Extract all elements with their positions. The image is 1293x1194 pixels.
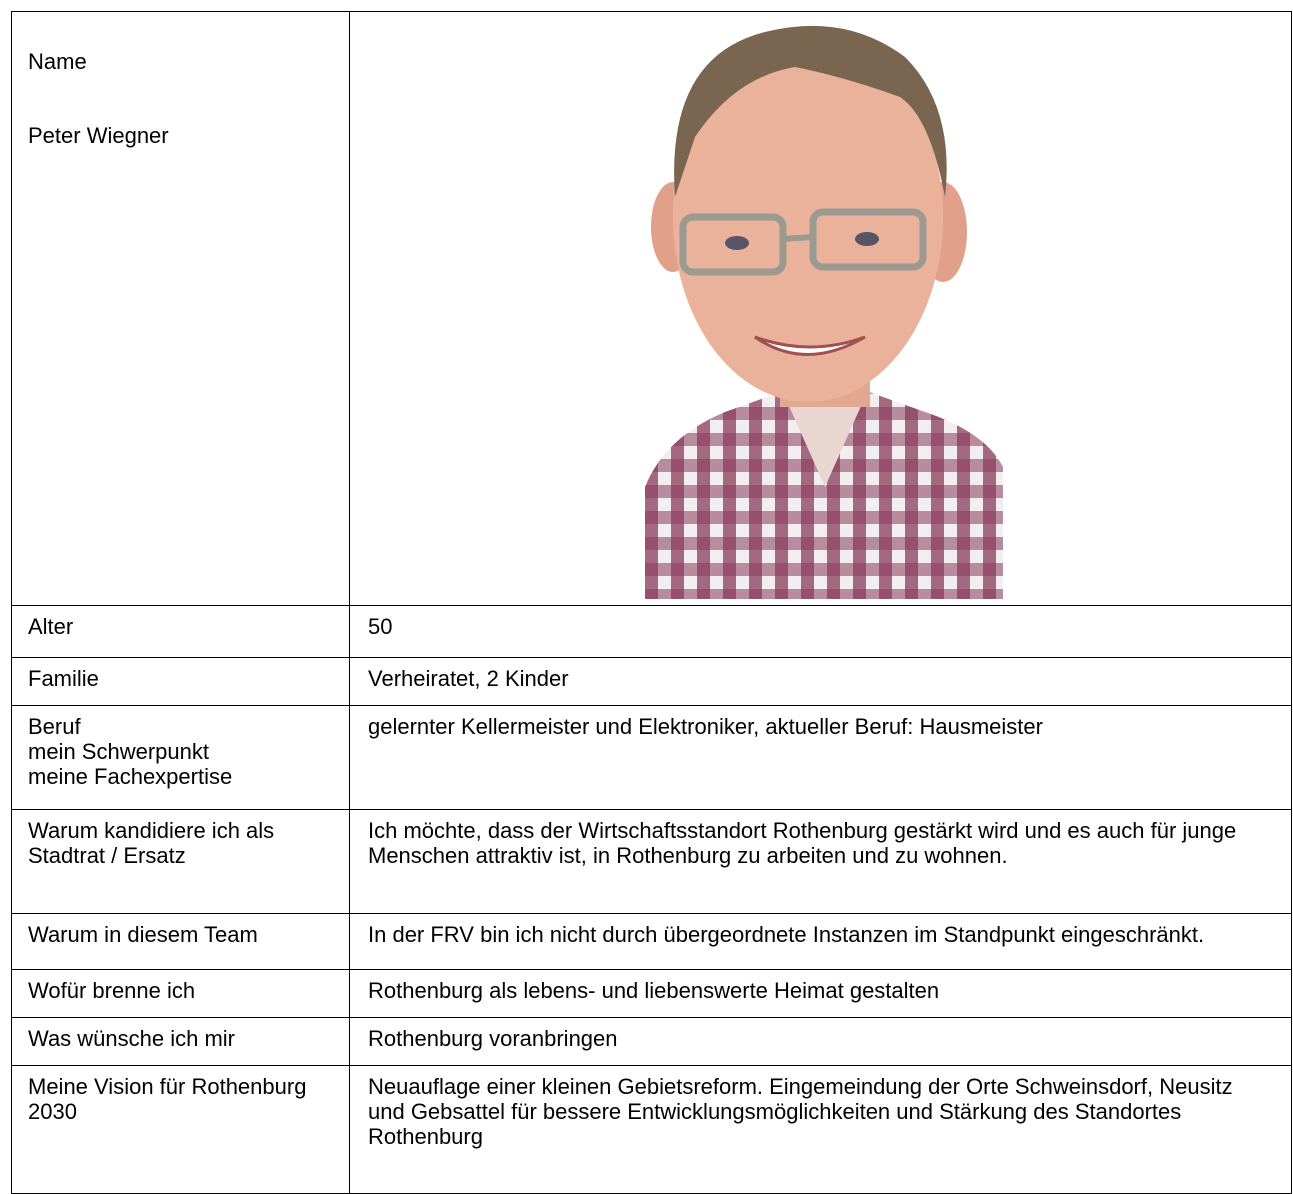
row-value: Verheiratet, 2 Kinder: [349, 657, 1292, 706]
table-row: Meine Vision für Rothenburg 2030 Neuaufla…: [11, 1065, 1292, 1194]
row-value: Rothenburg als lebens- und liebenswerte …: [349, 969, 1292, 1018]
row-label: Warum in diesem Team: [11, 913, 350, 970]
table-row: Familie Verheiratet, 2 Kinder: [11, 657, 1292, 706]
row-label: Warum kandidiere ich als Stadtrat / Ersa…: [11, 809, 350, 914]
row-value: gelernter Kellermeister und Elektroniker…: [349, 705, 1292, 810]
table-row: Wofür brenne ich Rothenburg als lebens- u…: [11, 969, 1292, 1018]
table-row: Was wünsche ich mir Rothenburg voranbring…: [11, 1017, 1292, 1066]
row-label: Beruf mein Schwerpunkt meine Fachexperti…: [11, 705, 350, 810]
photo-cell: [349, 11, 1292, 606]
row-value: Ich möchte, dass der Wirtschaftsstandort…: [349, 809, 1292, 914]
portrait-photo: [645, 25, 1003, 599]
row-label: Alter: [11, 605, 350, 658]
name-label: Name: [28, 49, 87, 74]
profile-table: Name Peter Wiegner: [11, 11, 1292, 1194]
row-value: In der FRV bin ich nicht durch übergeord…: [349, 913, 1292, 970]
table-row: Alter 50: [11, 605, 1292, 658]
name: Peter Wiegner: [28, 123, 169, 148]
row-value: Neuauflage einer kleinen Gebietsreform. …: [349, 1065, 1292, 1194]
row-label: Wofür brenne ich: [11, 969, 350, 1018]
row-label: Familie: [11, 657, 350, 706]
row-label: Was wünsche ich mir: [11, 1017, 350, 1066]
row-label: Meine Vision für Rothenburg 2030: [11, 1065, 350, 1194]
table-row: Warum in diesem Team In der FRV bin ich n…: [11, 913, 1292, 970]
name-cell: Name Peter Wiegner: [11, 11, 350, 606]
row-value: 50: [349, 605, 1292, 658]
table-row: Beruf mein Schwerpunkt meine Fachexperti…: [11, 705, 1292, 810]
header-row: Name Peter Wiegner: [11, 11, 1292, 606]
row-value: Rothenburg voranbringen: [349, 1017, 1292, 1066]
table-row: Warum kandidiere ich als Stadtrat / Ersa…: [11, 809, 1292, 914]
